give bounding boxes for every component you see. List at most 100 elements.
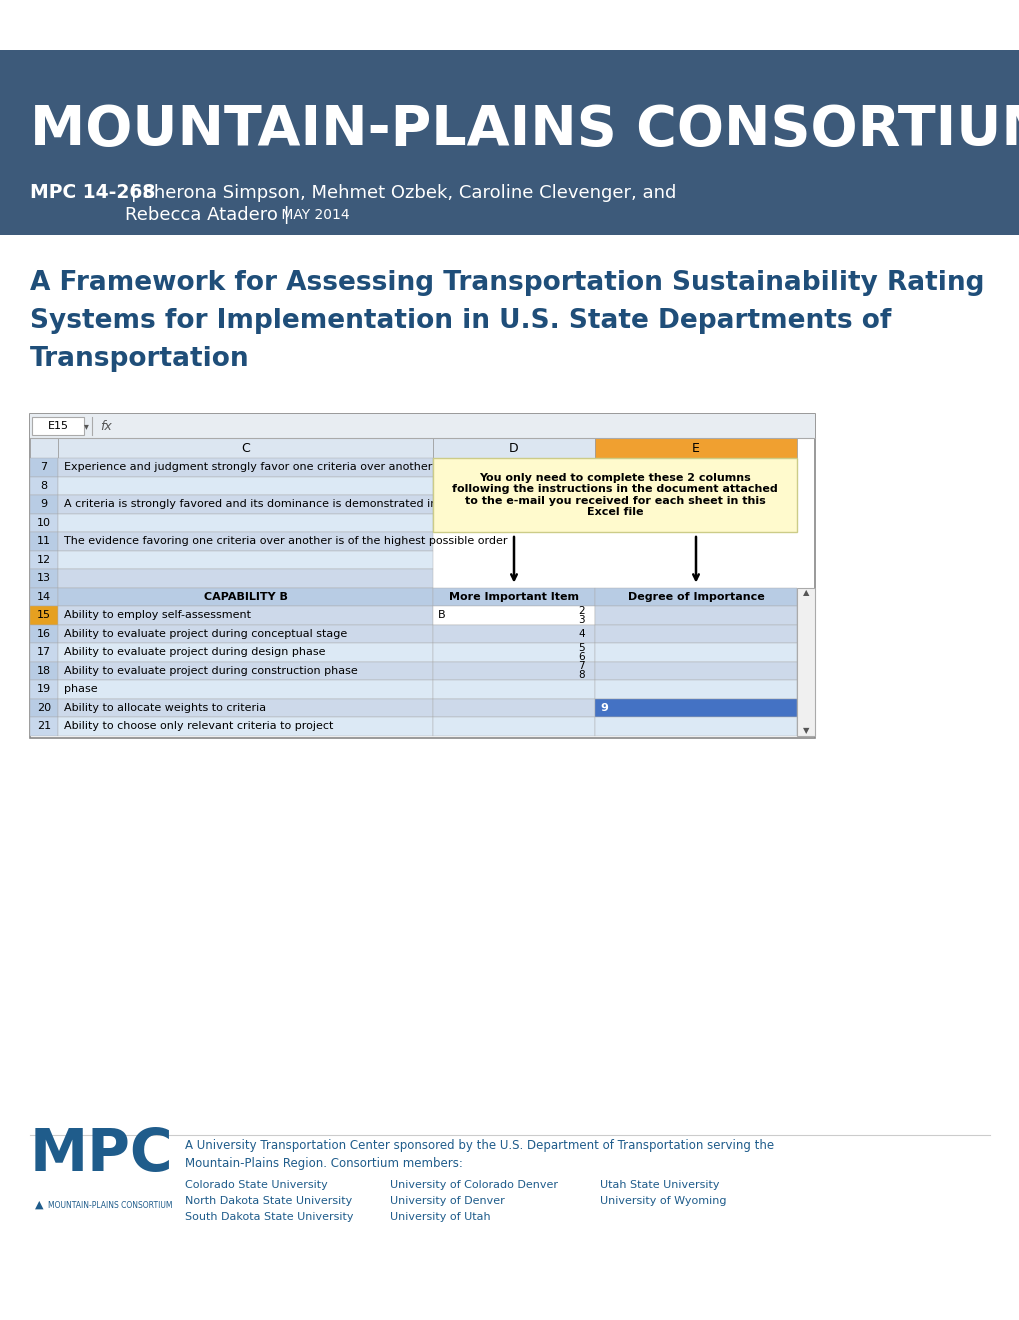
Text: E: E: [691, 441, 699, 454]
Bar: [58, 606, 433, 624]
Bar: [30, 438, 58, 458]
Bar: [30, 717, 58, 735]
Bar: [433, 680, 594, 698]
Bar: [58, 438, 433, 458]
Text: 18: 18: [37, 665, 51, 676]
Text: University of Denver: University of Denver: [389, 1196, 504, 1206]
Text: 7: 7: [578, 661, 585, 671]
Text: ▲: ▲: [802, 587, 808, 597]
Bar: [594, 698, 796, 717]
Text: 7: 7: [41, 462, 48, 473]
Text: University of Utah: University of Utah: [389, 1212, 490, 1222]
Bar: [30, 513, 58, 532]
Bar: [433, 624, 594, 643]
Text: Degree of Importance: Degree of Importance: [627, 591, 763, 602]
Text: ▲: ▲: [35, 1200, 44, 1210]
Bar: [30, 606, 58, 624]
Text: D: D: [508, 441, 519, 454]
Bar: [58, 587, 433, 606]
Bar: [796, 587, 814, 735]
Bar: [58, 532, 433, 550]
Bar: [58, 624, 433, 643]
Text: 17: 17: [37, 647, 51, 657]
Bar: [433, 587, 594, 606]
Text: MAY 2014: MAY 2014: [277, 209, 350, 222]
Bar: [58, 643, 433, 661]
Bar: [30, 661, 58, 680]
Bar: [58, 680, 433, 698]
Bar: [30, 624, 58, 643]
Text: MOUNTAIN-PLAINS CONSORTIUM: MOUNTAIN-PLAINS CONSORTIUM: [30, 103, 1019, 157]
Text: fx: fx: [100, 420, 112, 433]
Text: 3: 3: [578, 615, 585, 624]
Bar: [58, 513, 433, 532]
Bar: [30, 414, 814, 438]
Text: Transportation: Transportation: [30, 346, 250, 372]
Text: Ability to employ self-assessment: Ability to employ self-assessment: [64, 610, 251, 620]
Bar: [594, 624, 796, 643]
Text: Rebecca Atadero |: Rebecca Atadero |: [125, 206, 289, 224]
Text: Ability to evaluate project during design phase: Ability to evaluate project during desig…: [64, 647, 325, 657]
Bar: [30, 698, 58, 717]
Text: ▼: ▼: [802, 726, 808, 735]
Text: 14: 14: [37, 591, 51, 602]
Text: Ability to evaluate project during construction phase: Ability to evaluate project during const…: [64, 665, 358, 676]
Text: ▾: ▾: [84, 421, 89, 432]
Text: More Important Item: More Important Item: [448, 591, 579, 602]
Bar: [58, 661, 433, 680]
Text: A criteria is strongly favored and its dominance is demonstrated in practice: A criteria is strongly favored and its d…: [64, 499, 485, 510]
Text: A University Transportation Center sponsored by the U.S. Department of Transport: A University Transportation Center spons…: [184, 1138, 773, 1151]
Bar: [58, 569, 433, 587]
Text: Systems for Implementation in U.S. State Departments of: Systems for Implementation in U.S. State…: [30, 308, 891, 334]
Text: A Framework for Assessing Transportation Sustainability Rating: A Framework for Assessing Transportation…: [30, 271, 983, 296]
Bar: [433, 661, 594, 680]
Bar: [594, 717, 796, 735]
Bar: [433, 717, 594, 735]
Text: Experience and judgment strongly favor one criteria over another: Experience and judgment strongly favor o…: [64, 462, 432, 473]
Text: Utah State University: Utah State University: [599, 1180, 718, 1191]
Text: 19: 19: [37, 684, 51, 694]
Bar: [594, 606, 796, 624]
Text: 6: 6: [578, 652, 585, 661]
Bar: [594, 661, 796, 680]
Text: 5: 5: [578, 643, 585, 652]
Text: 2: 2: [578, 606, 585, 615]
Text: CAPABILITY B: CAPABILITY B: [204, 591, 287, 602]
Text: 21: 21: [37, 721, 51, 731]
Bar: [58, 458, 433, 477]
Text: | Sherona Simpson, Mehmet Ozbek, Caroline Clevenger, and: | Sherona Simpson, Mehmet Ozbek, Carolin…: [125, 183, 676, 202]
Bar: [58, 477, 433, 495]
Bar: [58, 495, 433, 513]
Text: Ability to choose only relevant criteria to project: Ability to choose only relevant criteria…: [64, 721, 333, 731]
Text: MPC 14-268: MPC 14-268: [30, 183, 155, 202]
Bar: [433, 606, 594, 624]
Text: MPC: MPC: [30, 1126, 173, 1184]
Bar: [30, 495, 58, 513]
Text: 8: 8: [578, 671, 585, 680]
Bar: [594, 680, 796, 698]
Text: 9: 9: [599, 702, 607, 713]
Bar: [0, 50, 1019, 235]
Text: B: B: [437, 610, 445, 620]
Text: 4: 4: [578, 628, 585, 639]
Text: Colorado State University: Colorado State University: [184, 1180, 327, 1191]
Text: 8: 8: [41, 480, 48, 491]
Bar: [433, 698, 594, 717]
Text: 12: 12: [37, 554, 51, 565]
Bar: [594, 643, 796, 661]
Bar: [30, 643, 58, 661]
Bar: [30, 414, 814, 738]
Text: MOUNTAIN-PLAINS CONSORTIUM: MOUNTAIN-PLAINS CONSORTIUM: [48, 1200, 172, 1209]
Bar: [594, 587, 796, 606]
Text: Ability to evaluate project during conceptual stage: Ability to evaluate project during conce…: [64, 628, 346, 639]
Bar: [58, 698, 433, 717]
Text: You only need to complete these 2 columns
following the instructions in the docu: You only need to complete these 2 column…: [451, 473, 777, 517]
Bar: [30, 532, 58, 550]
Bar: [30, 477, 58, 495]
Text: 15: 15: [37, 610, 51, 620]
Bar: [30, 458, 58, 477]
Bar: [433, 458, 796, 532]
Text: phase: phase: [64, 684, 98, 694]
Text: E15: E15: [48, 421, 68, 432]
Text: South Dakota State University: South Dakota State University: [184, 1212, 354, 1222]
